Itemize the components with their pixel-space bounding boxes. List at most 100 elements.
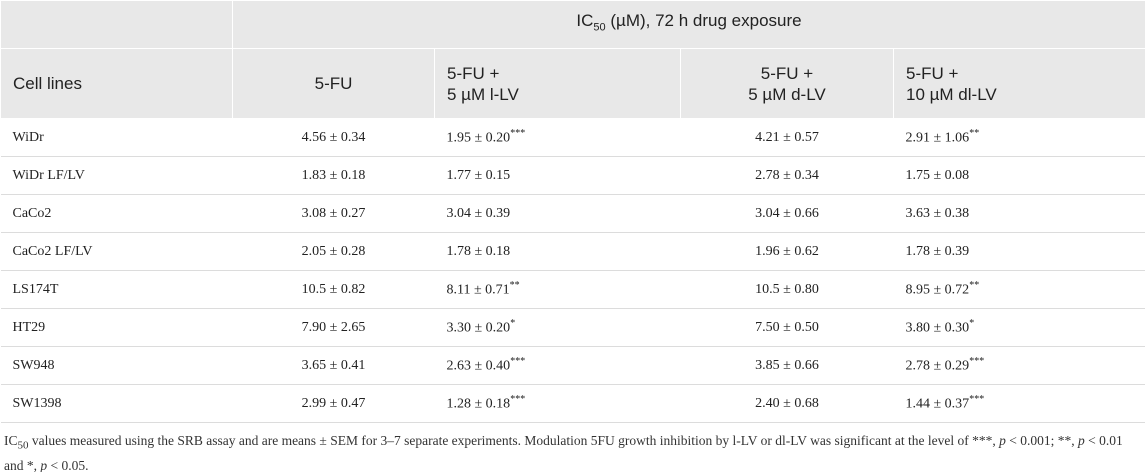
footnote-part: < 0.01 and *, [4, 433, 1127, 472]
header-cell [0, 0, 233, 49]
significance-mark: *** [510, 128, 526, 140]
data-cell: 1.44 ± 0.37*** [893, 384, 1145, 423]
significance-mark: *** [969, 394, 985, 406]
data-cell: 10.5 ± 0.80 [680, 270, 894, 309]
cell-value: 1.28 ± 0.18 [446, 396, 511, 412]
data-cell: 3.80 ± 0.30* [893, 308, 1145, 347]
data-cell: 2.40 ± 0.68 [680, 384, 894, 423]
header-row: IC50 (µM), 72 h drug exposure [0, 0, 1145, 49]
data-row: LS174T 10.5 ± 0.82 8.11 ± 0.71** 10.5 ± 0.8… [0, 270, 1145, 309]
data-cell: 2.99 ± 0.47 [232, 384, 435, 423]
data-cell: 3.65 ± 0.41 [232, 346, 435, 385]
data-cell: 4.56 ± 0.34 [232, 118, 435, 157]
data-table: IC50 (µM), 72 h drug exposure Cell lines 5… [0, 0, 1145, 423]
row-label: HT29 [0, 308, 233, 347]
significance-mark: * [510, 318, 516, 330]
column-header-line: 5-FU [314, 74, 353, 93]
data-cell: 2.05 ± 0.28 [232, 232, 435, 271]
cell-value: 3.30 ± 0.20 [446, 320, 511, 336]
data-cell: 1.96 ± 0.62 [680, 232, 894, 271]
data-cell: 3.63 ± 0.38 [893, 194, 1145, 233]
data-cell: 2.91 ± 1.06** [893, 118, 1145, 157]
cell-value: 2.91 ± 1.06 [905, 130, 970, 146]
group-header-suffix: (µM), 72 h drug exposure [605, 11, 802, 31]
group-header-subscript: 50 [593, 21, 606, 34]
row-label: SW948 [0, 346, 233, 385]
column-header: 5-FU +10 µM dl-LV [892, 48, 1145, 119]
footnote-part: < 0.001; **, [1005, 433, 1078, 448]
column-header-line: 5-FU + [906, 63, 959, 83]
significance-mark: ** [969, 128, 980, 140]
footnote-part: values measured using the SRB assay and … [28, 433, 1000, 448]
data-row: CaCo2 LF/LV 2.05 ± 0.28 1.78 ± 0.18 1.96 ± … [0, 232, 1145, 271]
footnote: IC50 values measured using the SRB assay… [0, 423, 1145, 472]
row-label: CaCo2 LF/LV [0, 232, 233, 271]
data-cell: 3.85 ± 0.66 [680, 346, 894, 385]
footnote-part: p [1078, 433, 1085, 448]
data-row: WiDr 4.56 ± 0.34 1.95 ± 0.20*** 4.21 ± 0.57… [0, 118, 1145, 157]
footnote-part: p [999, 433, 1006, 448]
data-cell: 2.63 ± 0.40*** [434, 346, 681, 385]
data-cell: 1.75 ± 0.08 [893, 156, 1145, 195]
row-label: LS174T [0, 270, 233, 309]
data-row: HT29 7.90 ± 2.65 3.30 ± 0.20* 7.50 ± 0.50 3.… [0, 308, 1145, 347]
footnote-part: p [40, 457, 48, 472]
cell-value: 8.11 ± 0.71 [446, 282, 510, 298]
cell-value: 1.95 ± 0.20 [446, 130, 511, 146]
cell-value: 8.95 ± 0.72 [905, 282, 970, 298]
significance-mark: ** [969, 280, 980, 292]
column-header-line: Cell lines [13, 74, 82, 93]
data-row: SW1398 2.99 ± 0.47 1.28 ± 0.18*** 2.40 ± 0.… [0, 384, 1145, 423]
data-cell: 2.78 ± 0.34 [680, 156, 894, 195]
header-row: Cell lines 5-FU 5-FU +5 µM l-LV 5-FU +5 µM … [0, 48, 1145, 119]
cell-value: 1.44 ± 0.37 [905, 396, 970, 412]
footnote-part: < 0.05. [47, 457, 89, 472]
footnote-part: 50 [17, 439, 29, 452]
significance-mark: ** [509, 280, 520, 292]
cell-value: 2.63 ± 0.40 [446, 358, 511, 374]
data-cell: 1.78 ± 0.18 [434, 232, 681, 271]
data-cell: 10.5 ± 0.82 [232, 270, 435, 309]
data-cell: 7.90 ± 2.65 [232, 308, 435, 347]
data-cell: 1.78 ± 0.39 [893, 232, 1145, 271]
cell-value: 2.78 ± 0.29 [905, 358, 970, 374]
data-cell: 1.77 ± 0.15 [434, 156, 681, 195]
group-header-text: IC [576, 11, 594, 31]
footnote-part: IC [4, 433, 18, 448]
column-header: Cell lines [0, 48, 233, 119]
row-label: CaCo2 [0, 194, 233, 233]
column-header-line: 5 µM d-LV [748, 84, 826, 104]
column-header: 5-FU [232, 48, 435, 119]
column-header: 5-FU +5 µM l-LV [434, 48, 681, 119]
row-label: WiDr LF/LV [0, 156, 233, 195]
data-cell: 3.08 ± 0.27 [232, 194, 435, 233]
data-cell: 3.04 ± 0.66 [680, 194, 894, 233]
data-cell: 1.95 ± 0.20*** [434, 118, 681, 157]
row-label: WiDr [0, 118, 233, 157]
significance-mark: *** [969, 356, 985, 368]
data-row: CaCo2 3.08 ± 0.27 3.04 ± 0.39 3.04 ± 0.66 3.… [0, 194, 1145, 233]
column-header-line: 10 µM dl-LV [906, 84, 997, 104]
significance-mark: *** [510, 394, 526, 406]
data-cell: 8.95 ± 0.72** [893, 270, 1145, 309]
data-row: SW948 3.65 ± 0.41 2.63 ± 0.40*** 3.85 ± 0.6… [0, 346, 1145, 385]
data-cell: 3.04 ± 0.39 [434, 194, 681, 233]
data-cell: 3.30 ± 0.20* [434, 308, 681, 347]
data-cell: 8.11 ± 0.71** [434, 270, 681, 309]
significance-mark: *** [510, 356, 526, 368]
significance-mark: * [969, 318, 975, 330]
column-header-line: 5-FU + [760, 63, 814, 83]
row-label: SW1398 [0, 384, 233, 423]
data-cell: 1.83 ± 0.18 [232, 156, 435, 195]
data-cell: 2.78 ± 0.29*** [893, 346, 1145, 385]
column-header-line: 5 µM l-LV [447, 84, 519, 104]
column-header: 5-FU +5 µM d-LV [680, 48, 894, 119]
data-cell: 4.21 ± 0.57 [680, 118, 894, 157]
data-row: WiDr LF/LV 1.83 ± 0.18 1.77 ± 0.15 2.78 ± 0… [0, 156, 1145, 195]
data-cell: 1.28 ± 0.18*** [434, 384, 681, 423]
group-header: IC50 (µM), 72 h drug exposure [231, 0, 1145, 49]
column-header-line: 5-FU + [447, 63, 500, 83]
data-cell: 7.50 ± 0.50 [680, 308, 894, 347]
cell-value: 3.80 ± 0.30 [905, 320, 970, 336]
